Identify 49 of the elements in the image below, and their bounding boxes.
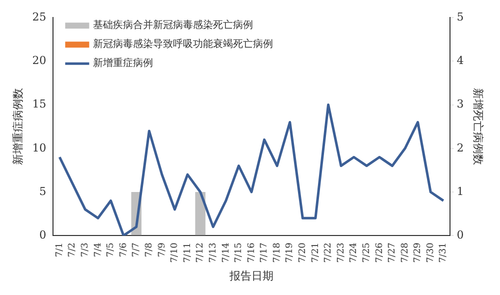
x-tick-label: 7/31 <box>438 242 449 263</box>
y-tick-label: 25 <box>32 10 46 24</box>
x-tick-label: 7/7 <box>132 242 142 258</box>
x-tick-label: 7/3 <box>80 242 91 258</box>
x-tick-label: 7/21 <box>310 242 321 263</box>
y-tick-label: 0 <box>39 228 46 242</box>
y-tick-label: 5 <box>39 184 46 198</box>
y2-tick-label: 5 <box>456 10 464 24</box>
y2-tick-label: 1 <box>456 184 464 198</box>
legend-label: 新增重症病例 <box>93 57 154 70</box>
x-tick-label: 7/2 <box>68 242 78 258</box>
x-tick-label: 7/19 <box>285 242 296 263</box>
y2-tick-label: 4 <box>456 54 464 68</box>
x-tick-label: 7/5 <box>106 242 116 258</box>
y-tick-label: 10 <box>32 141 46 154</box>
x-tick-label: 7/30 <box>426 242 436 263</box>
x-tick-label: 7/28 <box>400 242 410 263</box>
y-axis-title: 新增重症病例数 <box>11 88 24 166</box>
x-axis-title: 报告日期 <box>228 269 274 282</box>
x-tick-label: 7/12 <box>196 242 206 263</box>
x-tick-label: 7/20 <box>298 242 308 263</box>
x-tick-label: 7/10 <box>170 242 180 263</box>
legend-label: 新冠病毒感染导致呼吸功能衰竭死亡病例 <box>93 38 274 50</box>
x-tick-label: 7/11 <box>182 242 193 263</box>
x-tick-label: 7/14 <box>221 242 232 263</box>
x-tick-label: 7/9 <box>157 242 168 258</box>
y2-tick-label: 0 <box>456 228 464 242</box>
x-tick-label: 7/13 <box>208 242 218 263</box>
x-tick-label: 7/29 <box>413 242 424 263</box>
y2-tick-label: 3 <box>456 98 464 111</box>
x-tick-label: 7/15 <box>234 242 244 263</box>
x-tick-label: 7/26 <box>374 242 385 263</box>
x-tick-label: 7/17 <box>260 242 270 263</box>
x-tick-label: 7/6 <box>118 242 129 258</box>
x-tick-label: 7/27 <box>388 242 398 263</box>
y-tick-label: 20 <box>32 54 46 68</box>
x-tick-label: 7/25 <box>362 242 372 263</box>
x-tick-label: 7/4 <box>93 242 104 258</box>
y2-axis-title: 新增死亡病例数 <box>472 88 485 166</box>
x-tick-label: 7/23 <box>336 242 346 263</box>
x-tick-label: 7/22 <box>324 242 334 263</box>
x-tick-label: 7/8 <box>144 242 154 258</box>
x-tick-label: 7/1 <box>54 242 65 258</box>
y-tick-label: 15 <box>32 98 46 111</box>
legend-label: 基础疾病合并新冠病毒感染死亡病例 <box>93 19 254 32</box>
x-tick-label: 7/24 <box>349 242 360 263</box>
x-tick-label: 7/16 <box>246 242 257 263</box>
y2-tick-label: 2 <box>456 141 464 154</box>
x-tick-label: 7/18 <box>272 242 282 263</box>
